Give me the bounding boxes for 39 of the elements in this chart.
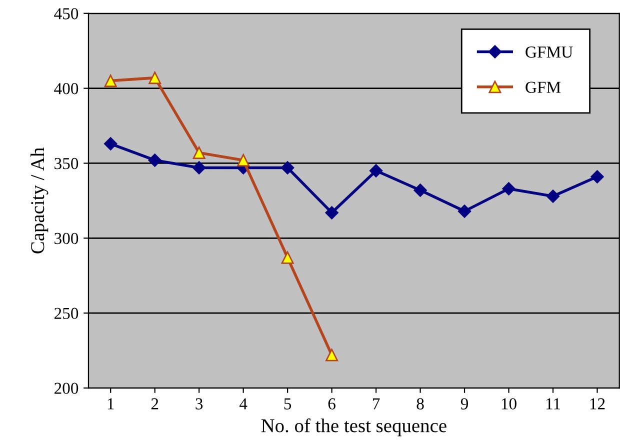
point xyxy=(590,170,604,184)
x-tick-label: 6 xyxy=(328,398,336,410)
point xyxy=(281,251,294,264)
point xyxy=(104,137,118,150)
x-tick-label: 1 xyxy=(108,398,114,410)
x-tick-label: 10 xyxy=(502,398,516,410)
x-tick-label: 3 xyxy=(196,398,203,410)
y-tick-label: 300 xyxy=(54,232,78,244)
x-tick-label: 11 xyxy=(546,398,560,410)
y-tick-label: 200 xyxy=(54,382,78,394)
point xyxy=(414,184,427,197)
point xyxy=(280,161,294,174)
y-tick-label: 450 xyxy=(54,8,78,20)
y-tick-label: 400 xyxy=(54,83,78,94)
y-axis-title: Capacity / Ah xyxy=(30,147,48,254)
x-tick-label: 4 xyxy=(239,398,248,410)
x-axis-title: No. of the test sequence xyxy=(261,418,446,436)
point xyxy=(148,72,162,84)
legend-label: GFMU xyxy=(526,46,573,58)
point xyxy=(502,182,516,196)
legend-label: GFM xyxy=(526,82,561,93)
x-tick-label: 2 xyxy=(151,398,158,410)
x-tick-label: 7 xyxy=(372,398,380,410)
point xyxy=(325,206,338,220)
x-tick-label: 12 xyxy=(590,398,605,410)
y-tick-label: 350 xyxy=(54,158,78,170)
point xyxy=(546,190,560,203)
x-tick-label: 9 xyxy=(460,398,468,410)
point xyxy=(192,146,206,159)
x-tick-label: 8 xyxy=(416,398,424,410)
point xyxy=(192,161,206,174)
point xyxy=(104,74,117,88)
y-tick-label: 250 xyxy=(54,308,78,320)
point xyxy=(326,348,338,362)
point xyxy=(369,164,383,178)
point xyxy=(458,204,472,218)
x-tick-label: 5 xyxy=(284,398,292,410)
point xyxy=(148,154,162,167)
point xyxy=(237,154,250,166)
